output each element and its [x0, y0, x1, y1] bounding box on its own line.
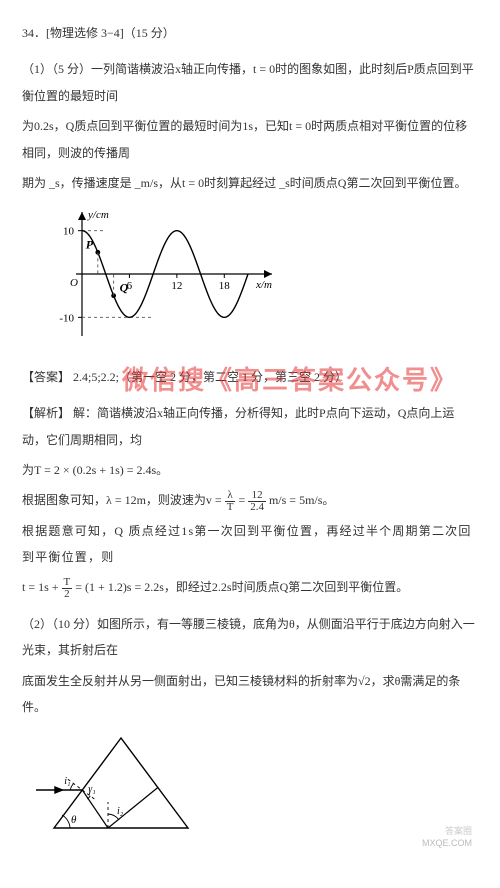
svg-text:-10: -10 [59, 313, 74, 325]
analysis-l3b: m/s = 5m/s。 [269, 493, 334, 507]
part2-l2a: 底面发生全反射并从另一侧面射出，已知三棱镜材料的折射率为 [22, 674, 358, 688]
analysis-l5a: t = 1s + [22, 580, 62, 594]
frac-12-24: 122.4 [248, 490, 266, 513]
analysis-line3: 根据图象可知，λ = 12m，则波速为v = λT = 122.4 m/s = … [22, 487, 478, 513]
answer-text: 2.4;5;2.2;（第一空 2 分，第二空 1 分，第三空 2 分） [73, 370, 347, 384]
svg-text:i₁: i₁ [64, 776, 70, 787]
svg-text:θ: θ [71, 814, 77, 826]
sqrt2: √2 [358, 674, 371, 688]
svg-text:12: 12 [171, 280, 182, 292]
analysis-label: 【解析】 [22, 406, 70, 420]
analysis-l5b: = (1 + 1.2)s = 2.2s，即经过2.2s时间质点Q第二次回到平衡位… [75, 580, 408, 594]
analysis-text1: 解：简谐横波沿x轴正向传播，分析得知，此时P点向下运动，Q点向上运动，它们周期相… [22, 406, 454, 446]
analysis-l3a: 根据图象可知，λ = 12m，则波速为v = [22, 493, 225, 507]
svg-text:10: 10 [63, 226, 75, 238]
part1-line1: （1）（5 分）一列简谐横波沿x轴正向传播，t = 0时的图象如图，此时刻后P质… [22, 56, 478, 109]
problem-header: 34．[物理选修 3−4]（15 分） [22, 20, 478, 46]
part1-line2: 为0.2s，Q质点回到平衡位置的最短时间为1s，已知t = 0时两质点相对平衡位… [22, 113, 478, 166]
part2-line1: （2）（10 分）如图所示，有一等腰三棱镜，底角为θ，从侧面沿平行于底边方向射入… [22, 611, 478, 664]
answer-label: 【答案】 [22, 370, 70, 384]
svg-text:i₂: i₂ [117, 806, 124, 817]
svg-text:P: P [86, 238, 94, 252]
frac-lambda-t: λT [225, 490, 236, 513]
svg-text:18: 18 [219, 280, 231, 292]
analysis-line5: t = 1s + T2 = (1 + 1.2)s = 2.2s，即经过2.2s时… [22, 574, 478, 600]
svg-text:x/m: x/m [255, 279, 272, 291]
prism-chart: θ i₁ γ₁ i₂ [36, 728, 478, 857]
svg-text:γ₁: γ₁ [88, 784, 95, 795]
analysis-line1: 【解析】 解：简谐横波沿x轴正向传播，分析得知，此时P点向下运动，Q点向上运动，… [22, 400, 478, 453]
footer-url: MXQE.COM [422, 834, 472, 854]
part1-line3: 期为 _s，传播速度是 _m/s，从t = 0时刻算起经过 _s时间质点Q第二次… [22, 170, 478, 196]
analysis-line4: 根据题意可知，Q 质点经过1s第一次回到平衡位置，再经过半个周期第二次回到平衡位… [22, 518, 478, 571]
svg-text:y/cm: y/cm [87, 209, 109, 221]
answer-block: 【答案】 2.4;5;2.2;（第一空 2 分，第二空 1 分，第三空 2 分） [22, 364, 478, 390]
part2-line2: 底面发生全反射并从另一侧面射出，已知三棱镜材料的折射率为√2，求θ需满足的条件。 [22, 668, 478, 721]
svg-text:O: O [70, 277, 78, 289]
analysis-eq: = [238, 493, 248, 507]
svg-text:Q: Q [120, 281, 129, 295]
frac-t-2: T2 [62, 577, 73, 600]
wave-chart: y/cmx/mO10-1061218PQ [48, 204, 478, 353]
analysis-line2: 为T = 2 × (0.2s + 1s) = 2.4s。 [22, 457, 478, 483]
